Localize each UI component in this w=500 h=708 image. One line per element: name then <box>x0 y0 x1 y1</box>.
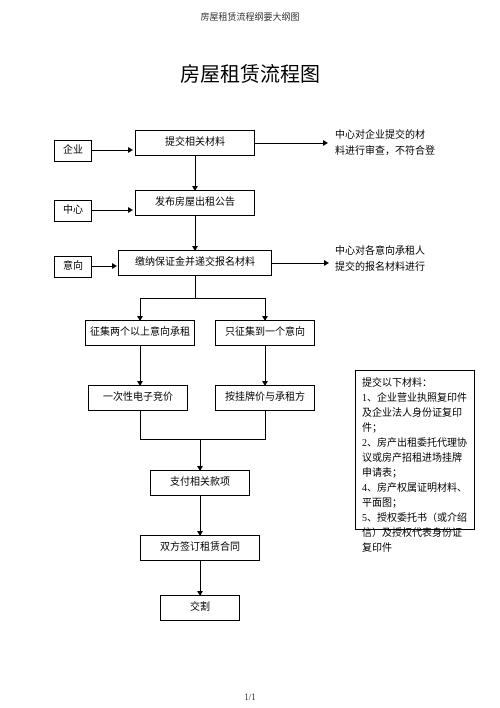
arrow-icon <box>112 263 117 269</box>
arrow-icon <box>197 531 203 536</box>
arrow-icon <box>262 381 268 386</box>
arrow-icon <box>128 147 133 153</box>
edge <box>140 411 141 439</box>
node-sign-contract: 双方签订租赁合同 <box>140 535 260 561</box>
node-payment: 支付相关款项 <box>150 470 250 496</box>
edge <box>195 276 196 298</box>
arrow-icon <box>128 207 133 213</box>
arrow-icon <box>137 381 143 386</box>
materials-box: 提交以下材料： 1、企业营业执照复印件及企业法人身份证复印件； 2、房产出租委托… <box>355 370 475 530</box>
edge <box>92 210 130 211</box>
edge <box>200 496 201 535</box>
node-yixiang: 意向 <box>54 256 92 278</box>
arrow-icon <box>262 316 268 321</box>
node-ebid: 一次性电子竞价 <box>88 385 188 411</box>
flowchart-canvas: 企业 提交相关材料 中心 发布房屋出租公告 意向 缴纳保证金并递交报名材料 征集… <box>0 0 500 708</box>
edge <box>272 263 326 264</box>
materials-item-4: 5、授权委托书（或介绍信）及授权代表身份证复印件 <box>362 511 468 556</box>
node-qiye: 企业 <box>54 140 92 162</box>
edge <box>255 143 325 144</box>
materials-item-3: 4、房产权属证明材料、平面图； <box>362 481 468 511</box>
node-jiaoge: 交割 <box>160 595 240 621</box>
page-number: 1/1 <box>0 692 500 702</box>
node-list-price: 按挂牌价与承租方 <box>215 385 315 411</box>
node-submit-docs: 提交相关材料 <box>135 130 255 156</box>
edge <box>140 298 265 299</box>
materials-item-1: 1、企业营业执照复印件及企业法人身份证复印件； <box>362 391 468 436</box>
arrow-icon <box>323 140 328 146</box>
node-zhongxin: 中心 <box>54 200 92 222</box>
edge <box>265 411 266 439</box>
arrow-icon <box>192 186 198 191</box>
edge <box>140 439 266 440</box>
edge <box>195 156 196 190</box>
materials-item-2: 2、房产出租委托代理协议或房产招租进场挂牌申请表； <box>362 436 468 481</box>
edge <box>200 561 201 595</box>
arrow-icon <box>197 466 203 471</box>
node-only-one: 只征集到一个意向 <box>215 320 315 346</box>
note-review: 中心对各意向承租人 提交的报名材料进行 <box>335 244 425 276</box>
edge <box>92 266 114 267</box>
node-two-or-more: 征集两个以上意向承租 <box>85 320 195 346</box>
note-audit: 中心对企业提交的材 料进行审查，不符合登 <box>335 128 435 160</box>
arrow-icon <box>324 260 329 266</box>
edge <box>92 150 130 151</box>
edge <box>195 216 196 250</box>
edge <box>140 346 141 385</box>
node-publish-notice: 发布房屋出租公告 <box>135 190 255 216</box>
arrow-icon <box>197 591 203 596</box>
materials-title: 提交以下材料： <box>362 376 468 391</box>
arrow-icon <box>192 246 198 251</box>
arrow-icon <box>137 316 143 321</box>
node-deposit-docs: 缴纳保证金并递交报名材料 <box>118 250 272 276</box>
edge <box>265 346 266 385</box>
